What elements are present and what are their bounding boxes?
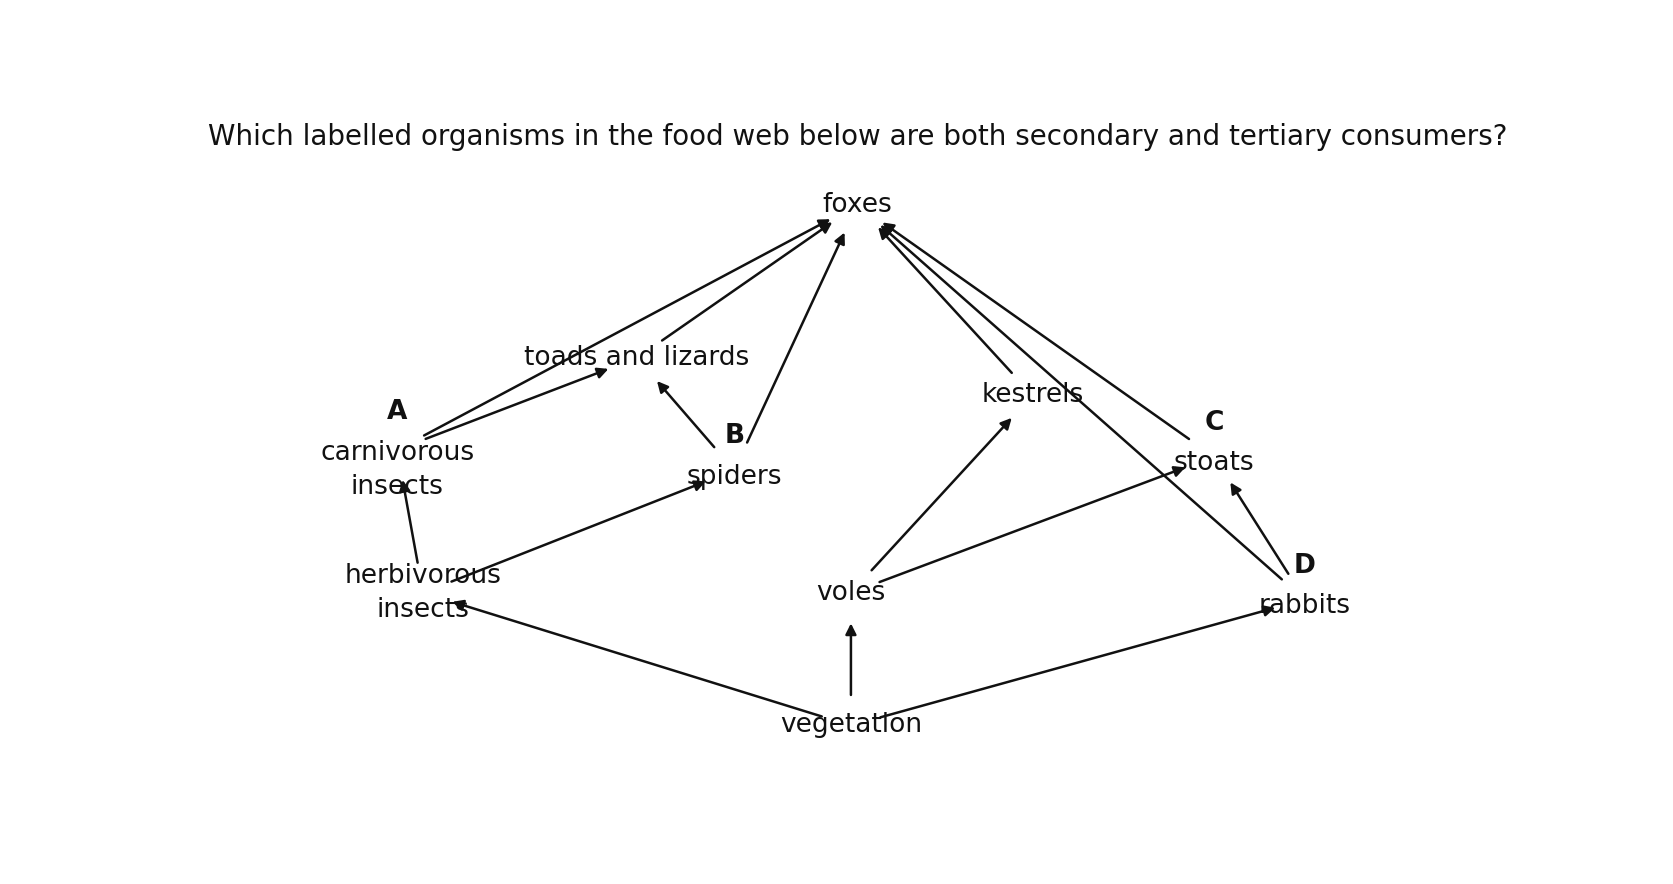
Text: B: B	[724, 423, 744, 449]
Text: insects: insects	[351, 474, 443, 500]
Text: rabbits: rabbits	[1258, 593, 1350, 620]
Text: kestrels: kestrels	[982, 383, 1084, 408]
Text: Which labelled organisms in the food web below are both secondary and tertiary c: Which labelled organisms in the food web…	[207, 123, 1507, 151]
Text: insects: insects	[376, 597, 470, 623]
Text: carnivorous: carnivorous	[320, 440, 473, 466]
Text: spiders: spiders	[686, 464, 781, 490]
Text: C: C	[1205, 409, 1223, 436]
Text: foxes: foxes	[823, 192, 892, 217]
Text: herbivorous: herbivorous	[345, 563, 502, 589]
Text: vegetation: vegetation	[780, 713, 922, 738]
Text: toads and lizards: toads and lizards	[524, 345, 750, 371]
Text: A: A	[386, 400, 407, 425]
Text: voles: voles	[816, 580, 885, 606]
Text: stoats: stoats	[1174, 451, 1255, 476]
Text: D: D	[1293, 552, 1315, 578]
